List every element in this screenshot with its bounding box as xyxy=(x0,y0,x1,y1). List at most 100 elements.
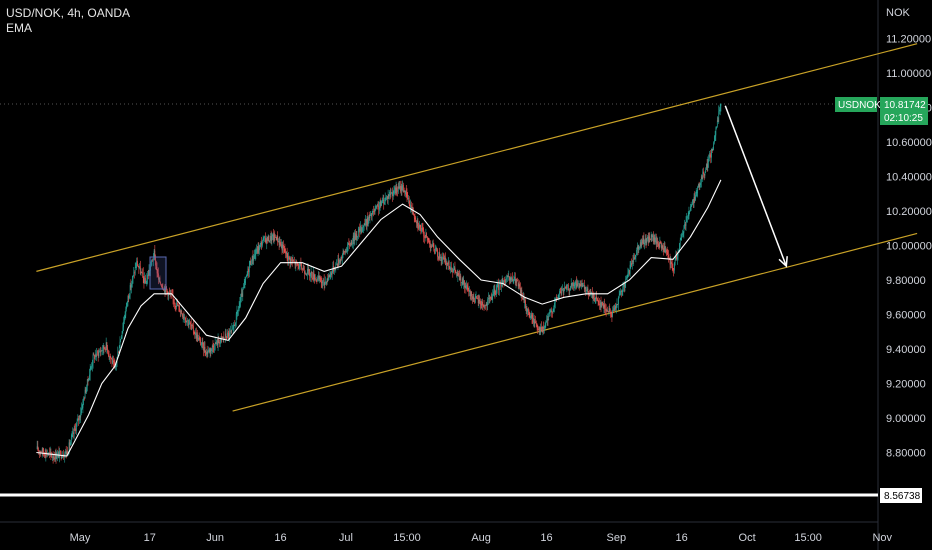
candle-body[interactable] xyxy=(123,318,125,322)
candle-body[interactable] xyxy=(128,296,130,298)
candle-body[interactable] xyxy=(272,234,273,237)
candle-body[interactable] xyxy=(578,283,579,285)
candle-body[interactable] xyxy=(605,309,607,312)
candle-body[interactable] xyxy=(180,311,182,313)
candle-body[interactable] xyxy=(618,294,620,298)
candle-body[interactable] xyxy=(139,266,140,269)
candle-body[interactable] xyxy=(540,326,542,333)
candle-body[interactable] xyxy=(482,301,483,306)
candle-body[interactable] xyxy=(674,262,675,271)
candle-body[interactable] xyxy=(238,305,240,311)
candle-body[interactable] xyxy=(505,279,507,282)
candle-body[interactable] xyxy=(324,283,326,285)
candle-body[interactable] xyxy=(188,324,190,326)
candle-body[interactable] xyxy=(595,296,597,300)
candle-body[interactable] xyxy=(338,258,340,264)
candle-body[interactable] xyxy=(519,284,520,288)
candle-body[interactable] xyxy=(287,257,289,260)
candle-body[interactable] xyxy=(602,301,603,306)
candle-body[interactable] xyxy=(458,273,459,276)
candle-body[interactable] xyxy=(503,280,504,284)
candle-body[interactable] xyxy=(529,315,531,318)
candle-body[interactable] xyxy=(345,251,347,253)
candle-body[interactable] xyxy=(84,389,86,399)
candle-body[interactable] xyxy=(101,350,103,352)
candle-body[interactable] xyxy=(468,289,470,292)
candle-body[interactable] xyxy=(601,301,603,308)
candle-body[interactable] xyxy=(567,284,568,286)
candle-body[interactable] xyxy=(219,342,220,344)
candle-body[interactable] xyxy=(464,286,466,288)
candle-body[interactable] xyxy=(594,298,595,301)
candle-body[interactable] xyxy=(331,271,333,276)
candle-body[interactable] xyxy=(675,256,677,259)
candle-body[interactable] xyxy=(50,451,52,455)
candle-body[interactable] xyxy=(487,299,489,306)
candle-body[interactable] xyxy=(538,328,539,331)
candle-body[interactable] xyxy=(400,185,401,192)
candle-body[interactable] xyxy=(395,187,396,194)
candle-body[interactable] xyxy=(81,408,82,414)
candle-body[interactable] xyxy=(107,352,109,354)
candle-body[interactable] xyxy=(286,251,287,254)
candle-body[interactable] xyxy=(475,296,477,298)
candle-body[interactable] xyxy=(703,174,705,176)
candle-body[interactable] xyxy=(389,191,390,197)
candle-body[interactable] xyxy=(686,217,688,222)
candle-body[interactable] xyxy=(586,289,587,291)
candle-body[interactable] xyxy=(203,346,205,351)
candle-body[interactable] xyxy=(49,451,51,453)
candle-body[interactable] xyxy=(90,367,92,369)
candle-body[interactable] xyxy=(366,217,368,226)
candle-body[interactable] xyxy=(125,308,127,316)
candle-body[interactable] xyxy=(443,258,445,260)
candle-body[interactable] xyxy=(224,337,225,339)
candle-body[interactable] xyxy=(96,351,98,357)
candle-body[interactable] xyxy=(408,197,409,200)
candle-body[interactable] xyxy=(409,204,411,208)
candle-body[interactable] xyxy=(70,442,71,446)
candle-body[interactable] xyxy=(694,196,696,201)
candle-body[interactable] xyxy=(561,290,563,294)
candle-body[interactable] xyxy=(245,276,247,281)
candle-body[interactable] xyxy=(253,258,255,261)
candle-body[interactable] xyxy=(240,293,242,298)
candle-body[interactable] xyxy=(235,322,236,326)
candle-body[interactable] xyxy=(213,346,215,350)
candle-body[interactable] xyxy=(143,277,145,283)
candle-body[interactable] xyxy=(44,455,46,457)
candle-body[interactable] xyxy=(437,256,439,259)
candle-body[interactable] xyxy=(448,261,450,267)
candle-body[interactable] xyxy=(155,256,156,266)
candle-body[interactable] xyxy=(89,368,91,375)
candle-body[interactable] xyxy=(224,333,226,338)
candle-body[interactable] xyxy=(613,310,614,311)
candle-body[interactable] xyxy=(559,291,560,295)
candle-body[interactable] xyxy=(597,298,598,302)
candle-body[interactable] xyxy=(501,278,503,284)
candle-body[interactable] xyxy=(474,296,476,303)
candle-body[interactable] xyxy=(458,275,460,281)
candle-body[interactable] xyxy=(196,334,198,339)
candle-body[interactable] xyxy=(371,213,372,217)
candle-body[interactable] xyxy=(202,342,204,343)
candle-body[interactable] xyxy=(323,279,324,281)
candle-body[interactable] xyxy=(445,263,447,266)
candle-body[interactable] xyxy=(676,256,677,259)
candle-body[interactable] xyxy=(159,277,161,283)
candle-body[interactable] xyxy=(546,321,547,323)
candle-body[interactable] xyxy=(419,224,420,229)
candle-body[interactable] xyxy=(679,239,681,244)
candle-body[interactable] xyxy=(236,310,238,314)
candle-body[interactable] xyxy=(376,205,378,207)
candle-body[interactable] xyxy=(181,311,183,314)
candle-body[interactable] xyxy=(346,251,348,253)
candle-body[interactable] xyxy=(585,287,587,291)
candle-body[interactable] xyxy=(111,359,113,364)
candle-body[interactable] xyxy=(456,272,457,274)
candle-body[interactable] xyxy=(549,312,551,314)
candle-body[interactable] xyxy=(652,235,653,238)
candle-body[interactable] xyxy=(67,451,68,455)
candle-body[interactable] xyxy=(704,172,706,176)
candle-body[interactable] xyxy=(421,227,423,229)
